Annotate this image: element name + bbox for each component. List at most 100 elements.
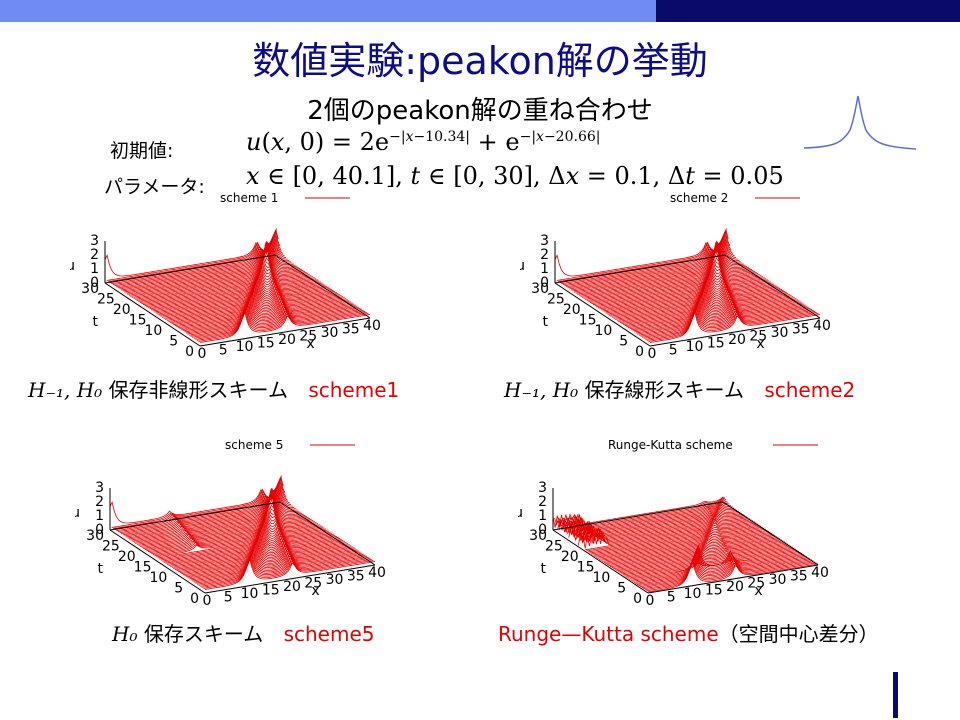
waterfall-curve: [142, 255, 314, 306]
plot-legend-label: scheme 5: [225, 438, 283, 452]
waterfall-curve: [111, 231, 282, 285]
waterfall-curve: [149, 263, 320, 310]
waterfall-curve: [146, 499, 317, 551]
waterfall-curves: [554, 228, 821, 343]
waterfall-curve: [159, 515, 330, 560]
axis-line: [204, 564, 376, 594]
waterfall-curve: [633, 546, 804, 583]
u-tick-label: 0: [90, 275, 99, 291]
u-tick-label: 1: [95, 508, 104, 524]
parameter-formula: x ∈ [0, 40.1], t ∈ [0, 30], Δx = 0.1, Δt…: [246, 162, 784, 190]
plot-axes: [109, 488, 376, 594]
plot-legend-label: Runge-Kutta scheme: [608, 438, 733, 452]
waterfall-curve: [592, 255, 764, 306]
waterfall-curve: [155, 270, 326, 314]
caption-math: H₋₁, H₀: [504, 378, 579, 402]
waterfall-curve: [632, 294, 803, 332]
t-tick-label: 25: [97, 292, 115, 308]
caption-math: H₋₁, H₀: [28, 378, 103, 402]
u-axis-label: u: [518, 505, 523, 521]
t-tick-label: 20: [561, 549, 579, 565]
t-tick-label: 0: [633, 591, 642, 607]
waterfall-curve: [649, 310, 821, 343]
waterfall-curve: [138, 488, 309, 546]
x-axis-label: x: [756, 336, 764, 352]
waterfall-curve: [173, 286, 344, 325]
axis-line: [104, 282, 201, 347]
waterfall-curve: [647, 559, 819, 593]
t-tick-label: 25: [545, 539, 563, 555]
waterfall-curve: [106, 228, 277, 281]
waterfall-curve: [197, 550, 368, 585]
waterfall-curve: [628, 550, 800, 580]
waterfall-curve: [133, 489, 304, 543]
waterfall-curve: [619, 544, 790, 574]
waterfall-curve: [608, 273, 779, 316]
u-tick-label: 3: [90, 233, 99, 249]
waterfall-curve: [644, 556, 815, 591]
t-tick-label: 15: [134, 560, 152, 576]
x-tick-label: 20: [283, 579, 301, 595]
waterfall-curve: [160, 517, 331, 561]
waterfall-curve: [122, 483, 293, 536]
waterfall-curve: [176, 531, 347, 571]
axis-line: [274, 254, 371, 319]
x-tick-label: 40: [363, 318, 381, 334]
waterfall-curves: [104, 228, 371, 343]
axis-line: [649, 317, 821, 347]
axis-line: [552, 529, 649, 594]
t-tick-label: 20: [118, 549, 136, 565]
waterfall-curve: [605, 535, 776, 564]
plot-legend-label: scheme 2: [670, 191, 728, 205]
axis-line: [554, 254, 726, 284]
waterfall-curve: [193, 547, 364, 583]
waterfall-curve: [597, 529, 768, 559]
axis-line: [552, 501, 724, 531]
waterfall-curve: [602, 267, 773, 312]
x-tick-label: 0: [203, 593, 212, 609]
waterfall-curve: [584, 520, 755, 551]
waterfall-curve: [136, 243, 307, 301]
waterfall-curve: [184, 296, 355, 333]
t-tick-label: 15: [579, 313, 597, 329]
t-tick-label: 10: [595, 323, 613, 339]
waterfall-curve: [166, 523, 338, 565]
waterfall-curve: [157, 514, 328, 559]
waterfall-curve: [182, 294, 353, 332]
waterfall-curve: [643, 555, 814, 590]
waterfall-curve: [143, 493, 314, 549]
axis-line: [199, 317, 371, 347]
caption-scheme-name: scheme1: [308, 378, 400, 402]
waterfall-curve: [161, 276, 333, 318]
waterfall-curve: [592, 526, 763, 556]
waterfall-curve: [646, 558, 817, 592]
waterfall-curve: [565, 506, 736, 534]
slide-subtitle: 2個のpeakon解の重ね合わせ: [307, 96, 653, 126]
u-tick-label: 2: [540, 247, 549, 263]
waterfall-curve: [182, 537, 353, 576]
waterfall-curve: [621, 545, 792, 575]
waterfall-curve: [147, 502, 319, 553]
x-tick-label: 35: [347, 569, 365, 585]
waterfall-curve: [177, 290, 348, 329]
caption-runge-kutta: Runge—Kutta scheme（空間中心差分）: [498, 618, 879, 647]
header-bar-light: [0, 0, 656, 22]
waterfall-curve: [582, 519, 754, 549]
waterfall-curve: [566, 235, 737, 288]
u-tick-label: 1: [538, 508, 547, 524]
waterfall-curve: [569, 237, 740, 290]
caption-scheme2: H₋₁, H₀ 保存線形スキーム scheme2: [504, 374, 855, 403]
waterfall-curve: [577, 516, 749, 546]
waterfall-curve: [634, 296, 805, 333]
waterfall-curve: [589, 249, 760, 303]
t-tick-label: 30: [529, 528, 547, 544]
waterfall-curve: [598, 530, 769, 560]
waterfall-curve: [603, 534, 774, 563]
x-tick-label: 0: [646, 593, 655, 609]
waterfall-curve: [116, 478, 287, 532]
x-tick-label: 30: [321, 325, 339, 341]
waterfall-curve: [163, 520, 334, 563]
waterfall-curve: [198, 308, 369, 342]
